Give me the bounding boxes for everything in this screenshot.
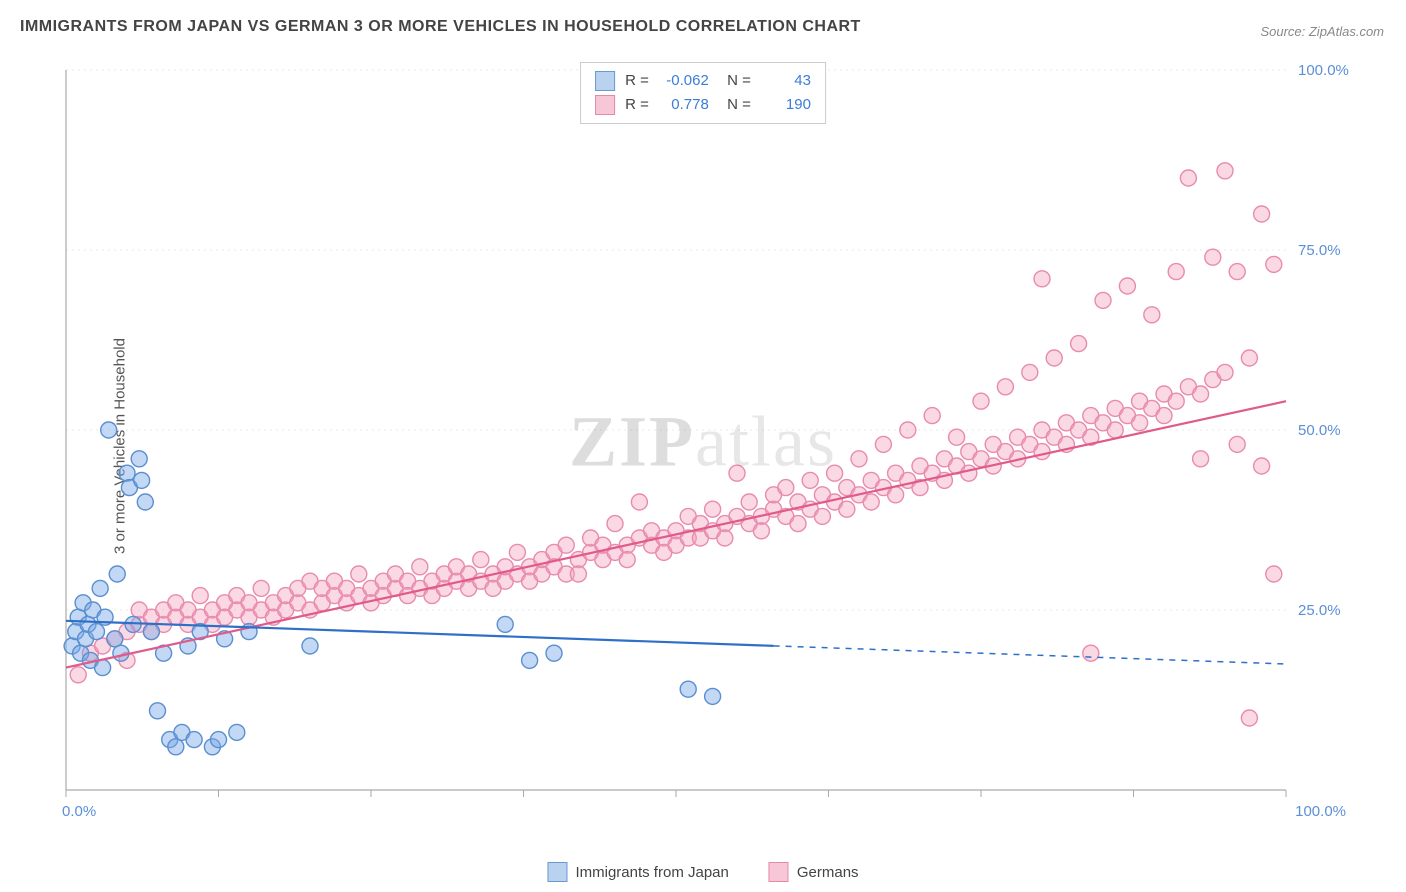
stats-legend-box: R = -0.062 N = 43 R = 0.778 N = 190 [580,62,826,124]
n-label: N = [719,93,751,117]
swatch-german-icon [769,862,789,882]
scatter-chart: 25.0% 50.0% 75.0% 100.0% 0.0% 100.0% [56,60,1356,830]
bottom-legend: Immigrants from Japan Germans [547,862,858,882]
n-value-japan: 43 [761,69,811,93]
swatch-german [595,95,615,115]
stats-row-japan: R = -0.062 N = 43 [595,69,811,93]
source-attribution: Source: ZipAtlas.com [1260,24,1384,39]
legend-label-japan: Immigrants from Japan [575,864,728,881]
r-label: R = [625,69,649,93]
swatch-japan-icon [547,862,567,882]
chart-title: IMMIGRANTS FROM JAPAN VS GERMAN 3 OR MOR… [20,18,861,36]
svg-text:75.0%: 75.0% [1298,242,1341,259]
svg-text:0.0%: 0.0% [62,803,96,820]
r-value-japan: -0.062 [659,69,709,93]
swatch-japan [595,71,615,91]
svg-text:25.0%: 25.0% [1298,602,1341,619]
r-value-german: 0.778 [659,93,709,117]
svg-text:50.0%: 50.0% [1298,422,1341,439]
svg-text:100.0%: 100.0% [1298,62,1349,79]
n-value-german: 190 [761,93,811,117]
legend-label-german: Germans [797,864,859,881]
svg-text:100.0%: 100.0% [1295,803,1346,820]
legend-item-japan: Immigrants from Japan [547,862,728,882]
chart-svg: 25.0% 50.0% 75.0% 100.0% 0.0% 100.0% [56,60,1356,830]
legend-item-german: Germans [769,862,859,882]
n-label: N = [719,69,751,93]
stats-row-german: R = 0.778 N = 190 [595,93,811,117]
r-label: R = [625,93,649,117]
